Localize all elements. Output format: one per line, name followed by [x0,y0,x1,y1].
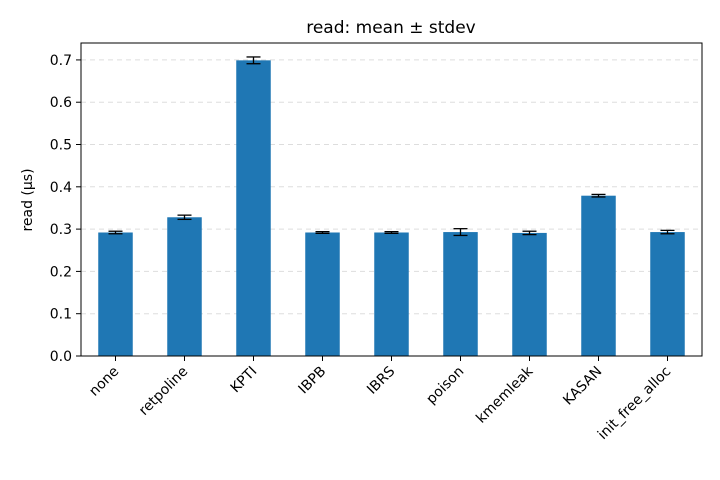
error-bar-IBPB [315,230,330,234]
bar-KASAN [581,195,616,356]
y-tick-label: 0.4 [50,180,72,196]
bar-IBRS [374,232,409,356]
x-tick-label: kmemleak [473,363,537,427]
x-tick-label: retpoline [136,364,191,419]
bar-kmemleak [512,232,547,356]
x-tick-label: none [86,364,122,400]
bar-retpoline [167,217,202,356]
error-bar-KPTI [246,56,261,65]
error-bar-KASAN [591,193,606,198]
bar-poison [443,232,478,356]
error-bar-init_free_alloc [660,229,675,235]
chart-title: read: mean ± stdev [306,18,476,38]
y-tick-label: 0.5 [50,138,72,154]
x-axis-ticks: none retpoline KPTI IBPB IBRS poison kmemleak K… [86,356,674,443]
y-axis-title: read (µs) [20,168,36,231]
x-tick-label: IBRS [364,363,398,397]
x-tick-label: poison [423,364,467,408]
y-tick-label: 0.7 [50,53,72,69]
y-axis-ticks: 0.0 0.1 0.2 0.3 0.4 0.5 0.6 0.7 [50,53,81,365]
x-tick-label: KPTI [228,364,261,397]
bar-none [98,232,133,356]
x-tick-label: IBPB [296,364,330,398]
bar-IBPB [305,232,340,356]
y-tick-label: 0.3 [50,222,72,238]
bars [98,60,685,357]
error-bar-poison [453,228,468,237]
error-bar-none [108,230,123,235]
y-tick-label: 0.0 [50,349,72,365]
error-bar-IBRS [384,230,399,234]
error-bars [108,56,675,237]
y-tick-label: 0.1 [50,307,72,323]
y-tick-label: 0.2 [50,264,72,280]
error-bar-kmemleak [522,230,537,236]
y-tick-label: 0.6 [50,95,72,111]
x-tick-label: KASAN [560,364,605,409]
x-tick-label: init_free_alloc [595,364,674,443]
error-bar-retpoline [177,214,192,221]
bar-init_free_alloc [650,232,685,356]
bar-KPTI [236,60,271,357]
